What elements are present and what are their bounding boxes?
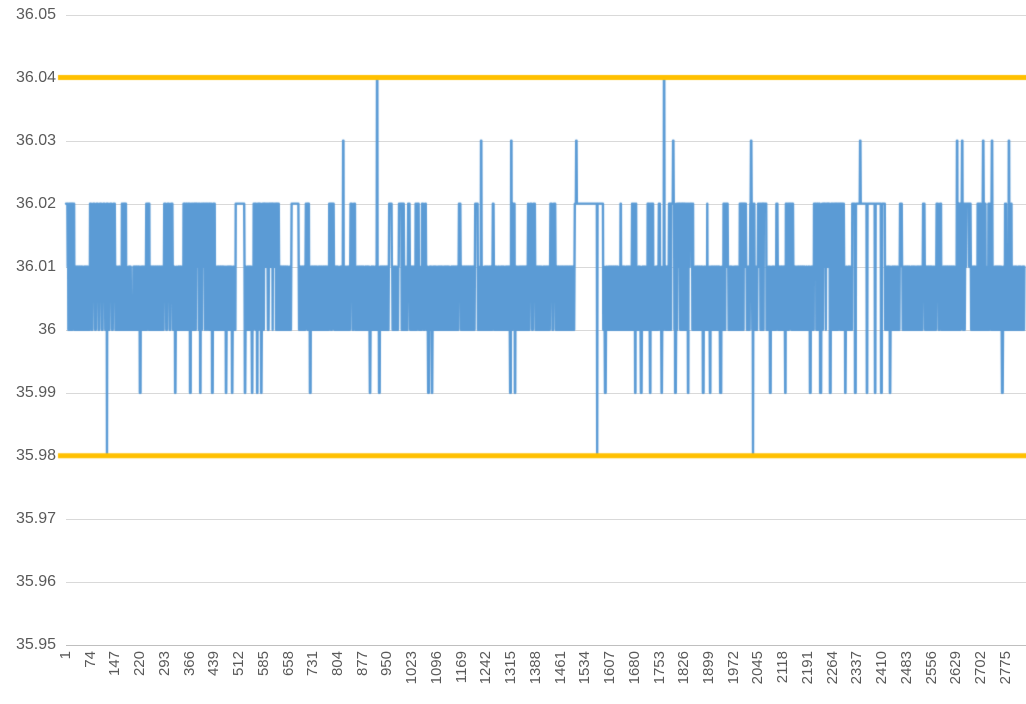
x-axis-label: 804 [329,651,347,677]
y-axis-label: 35.97 [15,510,56,527]
x-axis-label: 147 [106,651,124,677]
x-axis-label: 1607 [601,651,619,685]
x-axis-label: 731 [304,651,322,677]
x-axis-label: 366 [180,651,198,677]
x-axis-label: 1680 [625,651,643,685]
x-axis-label: 220 [131,651,149,677]
x-axis-label: 585 [254,651,272,677]
x-axis-label: 2775 [996,651,1014,685]
x-axis-label: 1315 [502,651,520,685]
x-axis-label: 512 [230,651,248,677]
x-axis-label: 2702 [972,651,989,685]
x-axis-label: 2483 [897,651,915,685]
y-axis-label: 36.01 [15,258,56,275]
x-axis-label: 1 [57,651,74,660]
x-axis-label: 1534 [576,651,594,685]
x-axis-label: 1461 [551,651,569,685]
y-axis-label: 35.99 [15,384,56,401]
y-axis-label: 36 [38,321,56,338]
x-axis-label: 2337 [848,651,866,685]
x-axis-label: 2629 [947,651,965,685]
x-axis-label: 1899 [699,651,717,685]
x-axis-label: 1826 [675,651,693,685]
x-axis-label: 1753 [650,651,668,685]
x-axis-label: 877 [353,651,371,677]
x-axis-label: 658 [279,651,297,677]
x-axis-label: 1096 [427,651,445,685]
y-axis-label: 36.05 [15,6,56,23]
x-axis-label: 1972 [724,651,742,685]
x-axis-label: 2118 [774,651,792,684]
x-axis-label: 2191 [798,651,816,685]
x-axis-label: 950 [378,651,396,677]
y-axis-label: 36.02 [15,195,56,212]
y-axis-label: 35.95 [15,636,56,653]
x-axis-label: 74 [81,651,99,668]
y-axis-label: 35.98 [15,447,56,464]
y-axis-label: 35.96 [15,573,56,590]
x-axis-label: 2556 [922,651,940,685]
x-axis-label: 293 [155,651,173,677]
y-axis-label: 36.03 [15,132,56,149]
x-axis-label: 2264 [823,651,841,685]
x-axis-label: 1242 [477,651,495,685]
x-axis-label: 1169 [452,651,470,684]
x-axis-label: 439 [205,651,223,677]
y-axis-label: 36.04 [15,69,56,86]
x-axis-label: 1388 [526,651,544,685]
x-axis-label: 2045 [749,651,767,685]
x-axis-label: 1023 [403,651,421,685]
x-axis-label: 2410 [873,651,891,685]
